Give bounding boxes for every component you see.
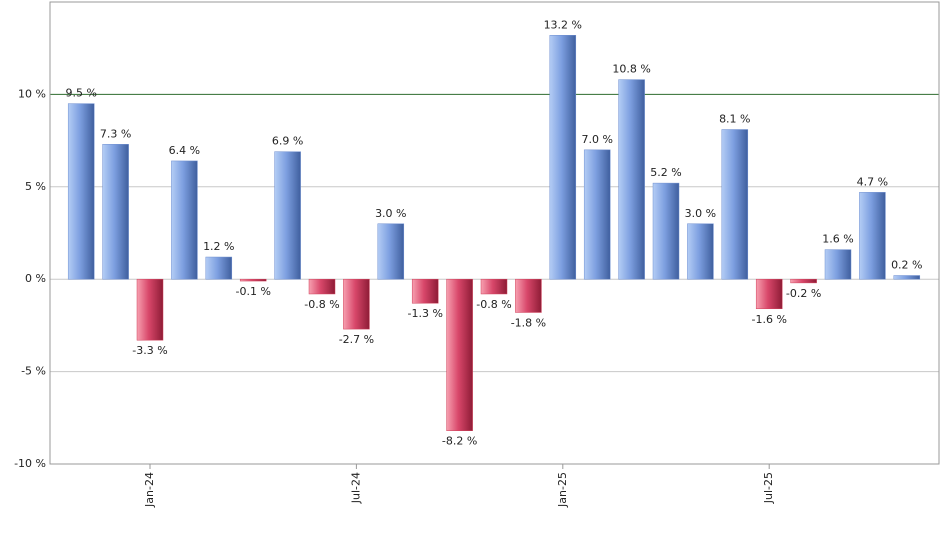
bar (136, 278, 164, 341)
value-label: -0.2 % (786, 287, 821, 300)
value-label: -1.8 % (511, 316, 546, 329)
bar (377, 223, 405, 280)
bar (205, 256, 233, 280)
bar (515, 278, 542, 313)
value-label: 10.8 % (612, 63, 650, 76)
value-label: -0.8 % (476, 298, 511, 311)
y-tick-label: 0 % (25, 272, 46, 285)
bar (446, 278, 473, 431)
bar (239, 278, 267, 282)
x-tick-label: Jul-24 (349, 472, 362, 504)
bar (343, 278, 370, 330)
value-label: 3.0 % (375, 207, 406, 220)
value-label: 1.2 % (203, 240, 234, 253)
bar (480, 278, 508, 295)
bar (171, 160, 198, 280)
value-label: -1.6 % (751, 313, 786, 326)
bar (790, 278, 817, 284)
x-tick-label: Jan-25 (556, 472, 569, 508)
value-label: -2.7 % (339, 333, 374, 346)
value-label: -3.3 % (132, 344, 167, 357)
y-tick-label: -10 % (14, 457, 46, 470)
value-label: 6.4 % (169, 144, 200, 157)
x-tick-label: Jul-25 (762, 472, 775, 504)
bar (721, 129, 749, 280)
value-label: 9.5 % (65, 87, 96, 100)
bar (583, 149, 611, 280)
value-label: 6.9 % (272, 135, 303, 148)
x-tick-label: Jan-24 (143, 472, 156, 508)
bar (618, 79, 645, 280)
value-label: -0.8 % (304, 298, 339, 311)
value-label: 0.2 % (891, 259, 922, 272)
bar (893, 275, 921, 280)
bar (549, 35, 577, 280)
value-label: 4.7 % (857, 175, 888, 188)
bar (755, 278, 783, 310)
value-label: 1.6 % (822, 233, 853, 246)
value-label: -1.3 % (407, 307, 442, 320)
y-tick-label: -5 % (21, 365, 46, 378)
bar (652, 182, 680, 280)
bar (411, 278, 439, 304)
value-label: -0.1 % (235, 285, 270, 298)
value-label: 5.2 % (650, 166, 681, 179)
bar (67, 103, 95, 280)
value-label: -8.2 % (442, 435, 477, 448)
bar (687, 223, 714, 280)
y-tick-label: 10 % (18, 87, 46, 100)
bar (274, 151, 301, 280)
value-label: 7.3 % (100, 127, 131, 140)
bar (102, 144, 129, 280)
bar (308, 278, 336, 295)
value-label: 13.2 % (544, 18, 582, 31)
y-tick-label: 5 % (25, 180, 46, 193)
value-label: 8.1 % (719, 113, 750, 126)
plot-frame (49, 1, 940, 465)
bar (824, 249, 852, 280)
value-label: 7.0 % (581, 133, 612, 146)
bar (859, 192, 886, 280)
value-label: 3.0 % (685, 207, 716, 220)
